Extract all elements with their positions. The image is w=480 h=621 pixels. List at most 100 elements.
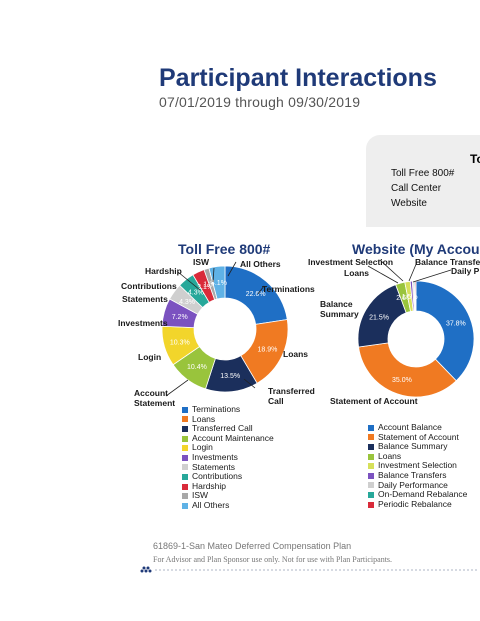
value-label: 22.6% [246, 291, 266, 298]
divider-dot [407, 569, 409, 571]
divider-dot [383, 569, 385, 571]
divider-dot [251, 569, 253, 571]
legend-item: Account Balance [368, 422, 467, 433]
legend-swatch [368, 434, 374, 441]
legend-label: Balance Transfers [378, 469, 447, 480]
legend-swatch [368, 501, 374, 508]
legend-item: Account Maintenance [182, 432, 274, 444]
callout-label: Transferred Call [268, 386, 315, 406]
divider-dot [275, 569, 277, 571]
legend-item: Periodic Rebalance [368, 498, 467, 510]
divider-dot [231, 569, 233, 571]
legend-item: Statement of Account [368, 432, 467, 443]
toll-free-legend: Terminations Loans Transferred Call Account… [182, 404, 274, 511]
divider-dot [207, 569, 209, 571]
legend-label: Daily Performance [378, 479, 448, 490]
divider-dot [471, 569, 473, 571]
divider-dot [443, 569, 445, 571]
legend-swatch [368, 424, 374, 431]
divider-dot [243, 569, 245, 571]
legend-item: Balance Transfers [368, 469, 467, 481]
callout-label: All Others [240, 259, 281, 269]
legend-swatch [368, 453, 374, 460]
divider-dot [351, 569, 353, 571]
divider-dot [467, 569, 469, 571]
divider-dot [343, 569, 345, 571]
callout-label: ISW [193, 257, 210, 267]
legend-label: Statements [192, 461, 235, 472]
value-label: 1.3% [203, 282, 219, 289]
legend-swatch [182, 445, 188, 452]
value-label: 2.6% [396, 295, 412, 302]
divider-dot [187, 569, 189, 571]
divider-dot [223, 569, 225, 571]
legend-swatch [182, 483, 188, 490]
divider-dot [263, 569, 265, 571]
divider-dot [451, 569, 453, 571]
divider-dot [363, 569, 365, 571]
legend-label: Account Maintenance [192, 432, 274, 443]
legend-swatch [368, 443, 374, 450]
divider-dot [399, 569, 401, 571]
divider-dot [287, 569, 289, 571]
divider-dot [179, 569, 181, 571]
divider-dot [283, 569, 285, 571]
slice-account-balance [415, 280, 475, 382]
divider-dot [387, 569, 389, 571]
value-label: 1.5% [402, 294, 418, 301]
legend-label: Loans [192, 413, 216, 424]
divider-dot [439, 569, 441, 571]
legend-label: Hardship [192, 480, 227, 491]
callout-label: Loans [344, 268, 370, 278]
divider-dot [183, 569, 185, 571]
divider-dot [303, 569, 305, 571]
legend-swatch [182, 406, 188, 413]
callout-label: Hardship [145, 266, 182, 276]
divider-dot [271, 569, 273, 571]
divider-dot [447, 569, 449, 571]
divider-dot [235, 569, 237, 571]
legend-item: Loans [368, 451, 467, 462]
toll-free-chart-title: Toll Free 800# [178, 241, 271, 257]
summary-panel [366, 135, 480, 227]
divider-dot [307, 569, 309, 571]
legend-label: Periodic Rebalance [378, 498, 452, 509]
website-donut-chart: 37.8% 35.0% 21.5% 2.6%1.5% [357, 280, 475, 398]
divider-dot [455, 569, 457, 571]
date-range: 07/01/2019 through 09/30/2019 [159, 94, 361, 110]
divider-dot [339, 569, 341, 571]
legend-label: On-Demand Rebalance [378, 489, 468, 500]
divider-dot [219, 569, 221, 571]
divider-dot [140, 569, 144, 573]
legend-item: All Others [182, 500, 274, 511]
divider-dot [148, 569, 152, 573]
value-label: 4.3% [188, 290, 204, 297]
divider-dot [331, 569, 333, 571]
value-label: 10.4% [187, 364, 207, 371]
divider-dot [335, 569, 337, 571]
divider-dot [142, 566, 146, 570]
legend-label: Login [192, 442, 213, 453]
slice-statement-of-account [358, 342, 457, 398]
toll-free-donut-chart: 22.6%18.9%13.5%10.4%10.3%7.2%4.3%4.3%3.1… [161, 265, 289, 393]
legend-swatch [182, 435, 188, 442]
divider-dot [475, 569, 477, 571]
legend-swatch [182, 454, 188, 461]
divider-dot [255, 569, 257, 571]
legend-swatch [182, 502, 188, 509]
value-label: 4.1% [211, 280, 227, 287]
divider-dot [427, 569, 429, 571]
divider-dot [144, 569, 148, 573]
legend-item: Investments [182, 452, 274, 463]
divider-dot [247, 569, 249, 571]
legend-item: On-Demand Rebalance [368, 490, 467, 500]
legend-swatch [182, 493, 188, 500]
divider-dot [211, 569, 213, 571]
divider-dot [415, 569, 417, 571]
divider-dot [359, 569, 361, 571]
divider-dot [327, 569, 329, 571]
divider-dot [267, 569, 269, 571]
divider-dot [215, 569, 217, 571]
divider-dot [315, 569, 317, 571]
divider-dot [239, 569, 241, 571]
